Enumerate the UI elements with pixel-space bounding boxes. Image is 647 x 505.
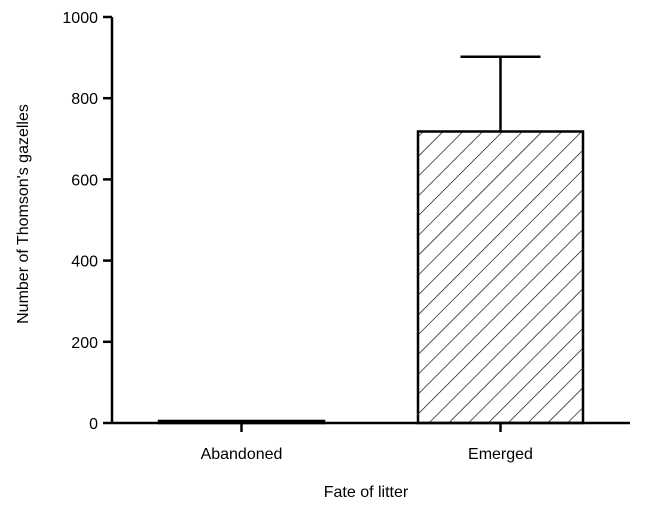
y-tick-label: 1000 xyxy=(62,10,98,27)
y-tick-label: 600 xyxy=(71,172,98,189)
y-tick-label: 400 xyxy=(71,254,98,271)
x-axis-ticks: Abandoned Emerged xyxy=(201,423,533,463)
y-axis-ticks: 0 200 400 600 800 1000 xyxy=(62,10,112,433)
x-tick-label: Emerged xyxy=(468,446,533,463)
x-axis-title: Fate of litter xyxy=(324,484,409,501)
y-tick-label: 800 xyxy=(71,91,98,108)
y-tick-label: 0 xyxy=(89,416,98,433)
x-tick-label: Abandoned xyxy=(201,446,283,463)
bars-layer xyxy=(157,130,585,425)
bar-emerged xyxy=(416,130,585,425)
error-bars-layer xyxy=(460,55,541,132)
y-axis-title: Number of Thomson's gazelles xyxy=(15,104,32,324)
y-tick-label: 200 xyxy=(71,335,98,352)
